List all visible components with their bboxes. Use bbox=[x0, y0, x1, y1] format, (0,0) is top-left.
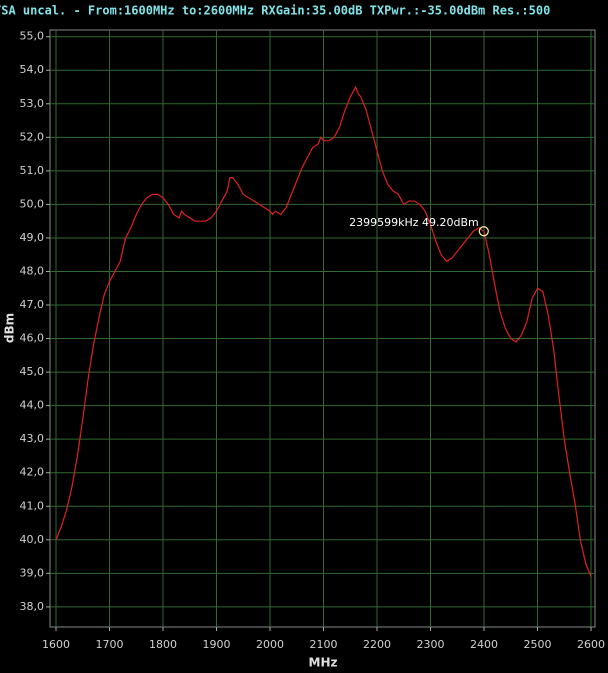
y-tick-label: 48,0 bbox=[20, 264, 45, 277]
chart-title: TSA uncal. - From:1600MHz to:2600MHz RXG… bbox=[0, 4, 550, 18]
y-tick-label: 41,0 bbox=[20, 499, 45, 512]
y-tick-label: 43,0 bbox=[20, 432, 45, 445]
y-tick-label: 39,0 bbox=[20, 566, 45, 579]
x-tick-label: 2500 bbox=[524, 638, 552, 651]
x-tick-label: 2400 bbox=[470, 638, 498, 651]
y-tick-label: 54,0 bbox=[20, 63, 45, 76]
x-tick-label: 1600 bbox=[42, 638, 70, 651]
x-tick-label: 2100 bbox=[310, 638, 338, 651]
y-tick-label: 50,0 bbox=[20, 197, 45, 210]
y-tick-label: 40,0 bbox=[20, 533, 45, 546]
x-tick-label: 2300 bbox=[417, 638, 445, 651]
y-tick-label: 51,0 bbox=[20, 164, 45, 177]
y-tick-label: 53,0 bbox=[20, 97, 45, 110]
plot-frame bbox=[49, 29, 596, 628]
y-tick-label: 38,0 bbox=[20, 600, 45, 613]
x-axis-label: MHz bbox=[309, 656, 338, 670]
y-tick-label: 52,0 bbox=[20, 130, 45, 143]
marker-label: 2399599kHz 49.20dBm bbox=[349, 216, 479, 229]
x-tick-label: 1800 bbox=[149, 638, 177, 651]
x-tick-label: 2000 bbox=[256, 638, 284, 651]
y-tick-label: 44,0 bbox=[20, 399, 45, 412]
x-tick-label: 1700 bbox=[96, 638, 124, 651]
y-axis-label: dBm bbox=[3, 313, 17, 343]
x-tick-label: 2600 bbox=[577, 638, 605, 651]
y-tick-label: 55,0 bbox=[20, 30, 45, 43]
y-tick-label: 49,0 bbox=[20, 231, 45, 244]
y-tick-label: 45,0 bbox=[20, 365, 45, 378]
y-tick-label: 47,0 bbox=[20, 298, 45, 311]
x-tick-label: 1900 bbox=[203, 638, 231, 651]
y-tick-label: 46,0 bbox=[20, 332, 45, 345]
x-tick-label: 2200 bbox=[363, 638, 391, 651]
trace-line bbox=[55, 85, 592, 577]
y-tick-label: 42,0 bbox=[20, 466, 45, 479]
marker bbox=[478, 226, 489, 237]
